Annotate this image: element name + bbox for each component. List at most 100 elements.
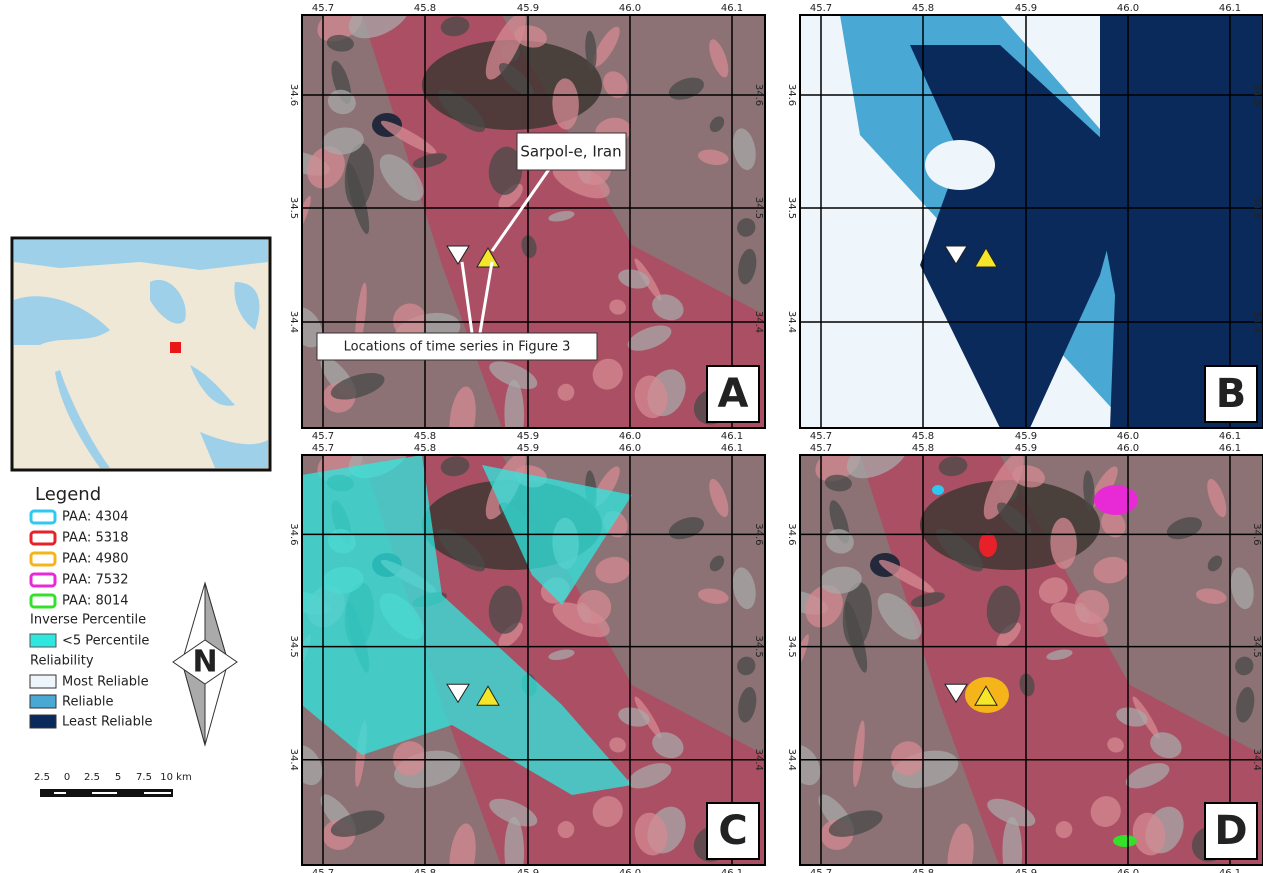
figure: Legend PAA: 4304 PAA: 5318 PAA: 4980 PAA: 7… xyxy=(0,0,1263,873)
lat-label: 34.5 xyxy=(1251,197,1262,219)
lon-label: 46.0 xyxy=(619,431,641,442)
legend-swatch xyxy=(31,574,55,586)
panel-label: B xyxy=(1216,371,1247,417)
lon-label: 45.7 xyxy=(312,443,334,454)
lon-label: 45.8 xyxy=(912,431,934,442)
map-panel: 45.745.745.845.845.945.946.046.046.146.1… xyxy=(278,0,765,452)
legend-swatch xyxy=(30,675,56,688)
lon-label: 45.8 xyxy=(414,3,436,14)
reliability-zone xyxy=(925,140,995,190)
lat-label: 34.6 xyxy=(1251,523,1262,545)
lon-label: 46.1 xyxy=(1219,431,1241,442)
legend-label: PAA: 5318 xyxy=(62,531,129,546)
legend-swatch xyxy=(31,511,55,523)
legend-label: Most Reliable xyxy=(62,675,149,690)
scale-label: 5 xyxy=(115,772,121,783)
lat-label: 34.4 xyxy=(288,311,299,333)
lat-label: 34.6 xyxy=(288,84,299,106)
legend-title: Legend xyxy=(35,484,101,505)
lat-label: 34.6 xyxy=(288,523,299,545)
lon-label: 46.1 xyxy=(721,3,743,14)
lon-label: 46.1 xyxy=(721,443,743,454)
lon-label: 46.1 xyxy=(721,431,743,442)
panel-label: A xyxy=(718,371,749,417)
lat-label: 34.4 xyxy=(1251,749,1262,771)
lon-label: 46.0 xyxy=(1117,443,1139,454)
lat-label: 34.5 xyxy=(288,635,299,657)
lat-label: 34.4 xyxy=(753,749,764,771)
legend-label: Least Reliable xyxy=(62,715,152,730)
legend-swatch xyxy=(30,715,56,728)
lon-label: 45.7 xyxy=(312,868,334,873)
lon-label: 46.0 xyxy=(619,868,641,873)
lon-label: 45.7 xyxy=(810,431,832,442)
panel-label: C xyxy=(718,808,747,854)
lon-label: 45.9 xyxy=(517,431,539,442)
lat-label: 34.5 xyxy=(288,197,299,219)
scale-bar: 2.5 0 2.5 5 7.5 10 km xyxy=(34,772,192,797)
callout-text: Locations of time series in Figure 3 xyxy=(344,340,571,355)
lat-label: 34.6 xyxy=(753,523,764,545)
lon-label: 45.8 xyxy=(912,868,934,873)
lon-label: 45.9 xyxy=(1015,431,1037,442)
paa-area xyxy=(1113,835,1137,847)
lon-label: 45.7 xyxy=(312,3,334,14)
lat-label: 34.4 xyxy=(786,749,797,771)
lon-label: 45.7 xyxy=(810,443,832,454)
lon-label: 46.1 xyxy=(721,868,743,873)
scale-label: 10 km xyxy=(160,772,191,783)
legend-label: PAA: 7532 xyxy=(62,573,129,588)
lon-label: 45.9 xyxy=(1015,443,1037,454)
lon-label: 45.7 xyxy=(312,431,334,442)
legend-label: Reliable xyxy=(62,695,114,710)
map-panel: 45.745.745.845.845.945.946.046.046.146.1… xyxy=(776,425,1263,873)
scale-label: 2.5 xyxy=(84,772,100,783)
lon-label: 45.7 xyxy=(810,868,832,873)
legend-label: PAA: 8014 xyxy=(62,594,129,609)
panels: 45.745.745.845.845.945.946.046.046.146.1… xyxy=(278,0,1263,873)
north-label: N xyxy=(192,645,217,680)
lon-label: 46.0 xyxy=(619,443,641,454)
legend-heading: Inverse Percentile xyxy=(30,613,146,628)
lon-label: 45.9 xyxy=(1015,868,1037,873)
lon-label: 46.1 xyxy=(1219,3,1241,14)
scale-label: 2.5 xyxy=(34,772,50,783)
lat-label: 34.5 xyxy=(1251,635,1262,657)
scale-label: 7.5 xyxy=(136,772,152,783)
lon-label: 45.7 xyxy=(810,3,832,14)
lat-label: 34.6 xyxy=(753,84,764,106)
callout-text: Sarpol-e, Iran xyxy=(520,143,621,161)
legend-label: PAA: 4980 xyxy=(62,552,129,567)
lon-label: 46.0 xyxy=(1117,3,1139,14)
map-image xyxy=(776,425,1263,873)
map-image xyxy=(278,425,765,873)
north-arrow: N xyxy=(173,583,237,745)
legend-heading: Reliability xyxy=(30,654,94,669)
paa-area xyxy=(1094,485,1138,515)
lat-label: 34.4 xyxy=(1251,311,1262,333)
legend-swatch xyxy=(31,553,55,565)
panel-label: D xyxy=(1214,808,1247,854)
lon-label: 46.1 xyxy=(1219,868,1241,873)
lon-label: 46.0 xyxy=(1117,431,1139,442)
lat-label: 34.4 xyxy=(753,311,764,333)
lon-label: 45.8 xyxy=(414,868,436,873)
lon-label: 45.9 xyxy=(517,868,539,873)
map-panel: 45.745.745.845.845.945.946.046.046.146.1… xyxy=(278,425,765,873)
lon-label: 45.8 xyxy=(414,443,436,454)
scale-label: 0 xyxy=(64,772,70,783)
lon-label: 45.8 xyxy=(414,431,436,442)
legend-label: PAA: 4304 xyxy=(62,510,129,525)
lat-label: 34.5 xyxy=(786,635,797,657)
legend-swatch xyxy=(30,695,56,708)
lon-label: 45.9 xyxy=(517,443,539,454)
lon-label: 46.0 xyxy=(1117,868,1139,873)
legend-swatch xyxy=(30,634,56,647)
lat-label: 34.6 xyxy=(1251,84,1262,106)
lat-label: 34.5 xyxy=(753,197,764,219)
lon-label: 45.8 xyxy=(912,443,934,454)
lon-label: 46.0 xyxy=(619,3,641,14)
lon-label: 46.1 xyxy=(1219,443,1241,454)
lat-label: 34.6 xyxy=(786,84,797,106)
lat-label: 34.6 xyxy=(786,523,797,545)
